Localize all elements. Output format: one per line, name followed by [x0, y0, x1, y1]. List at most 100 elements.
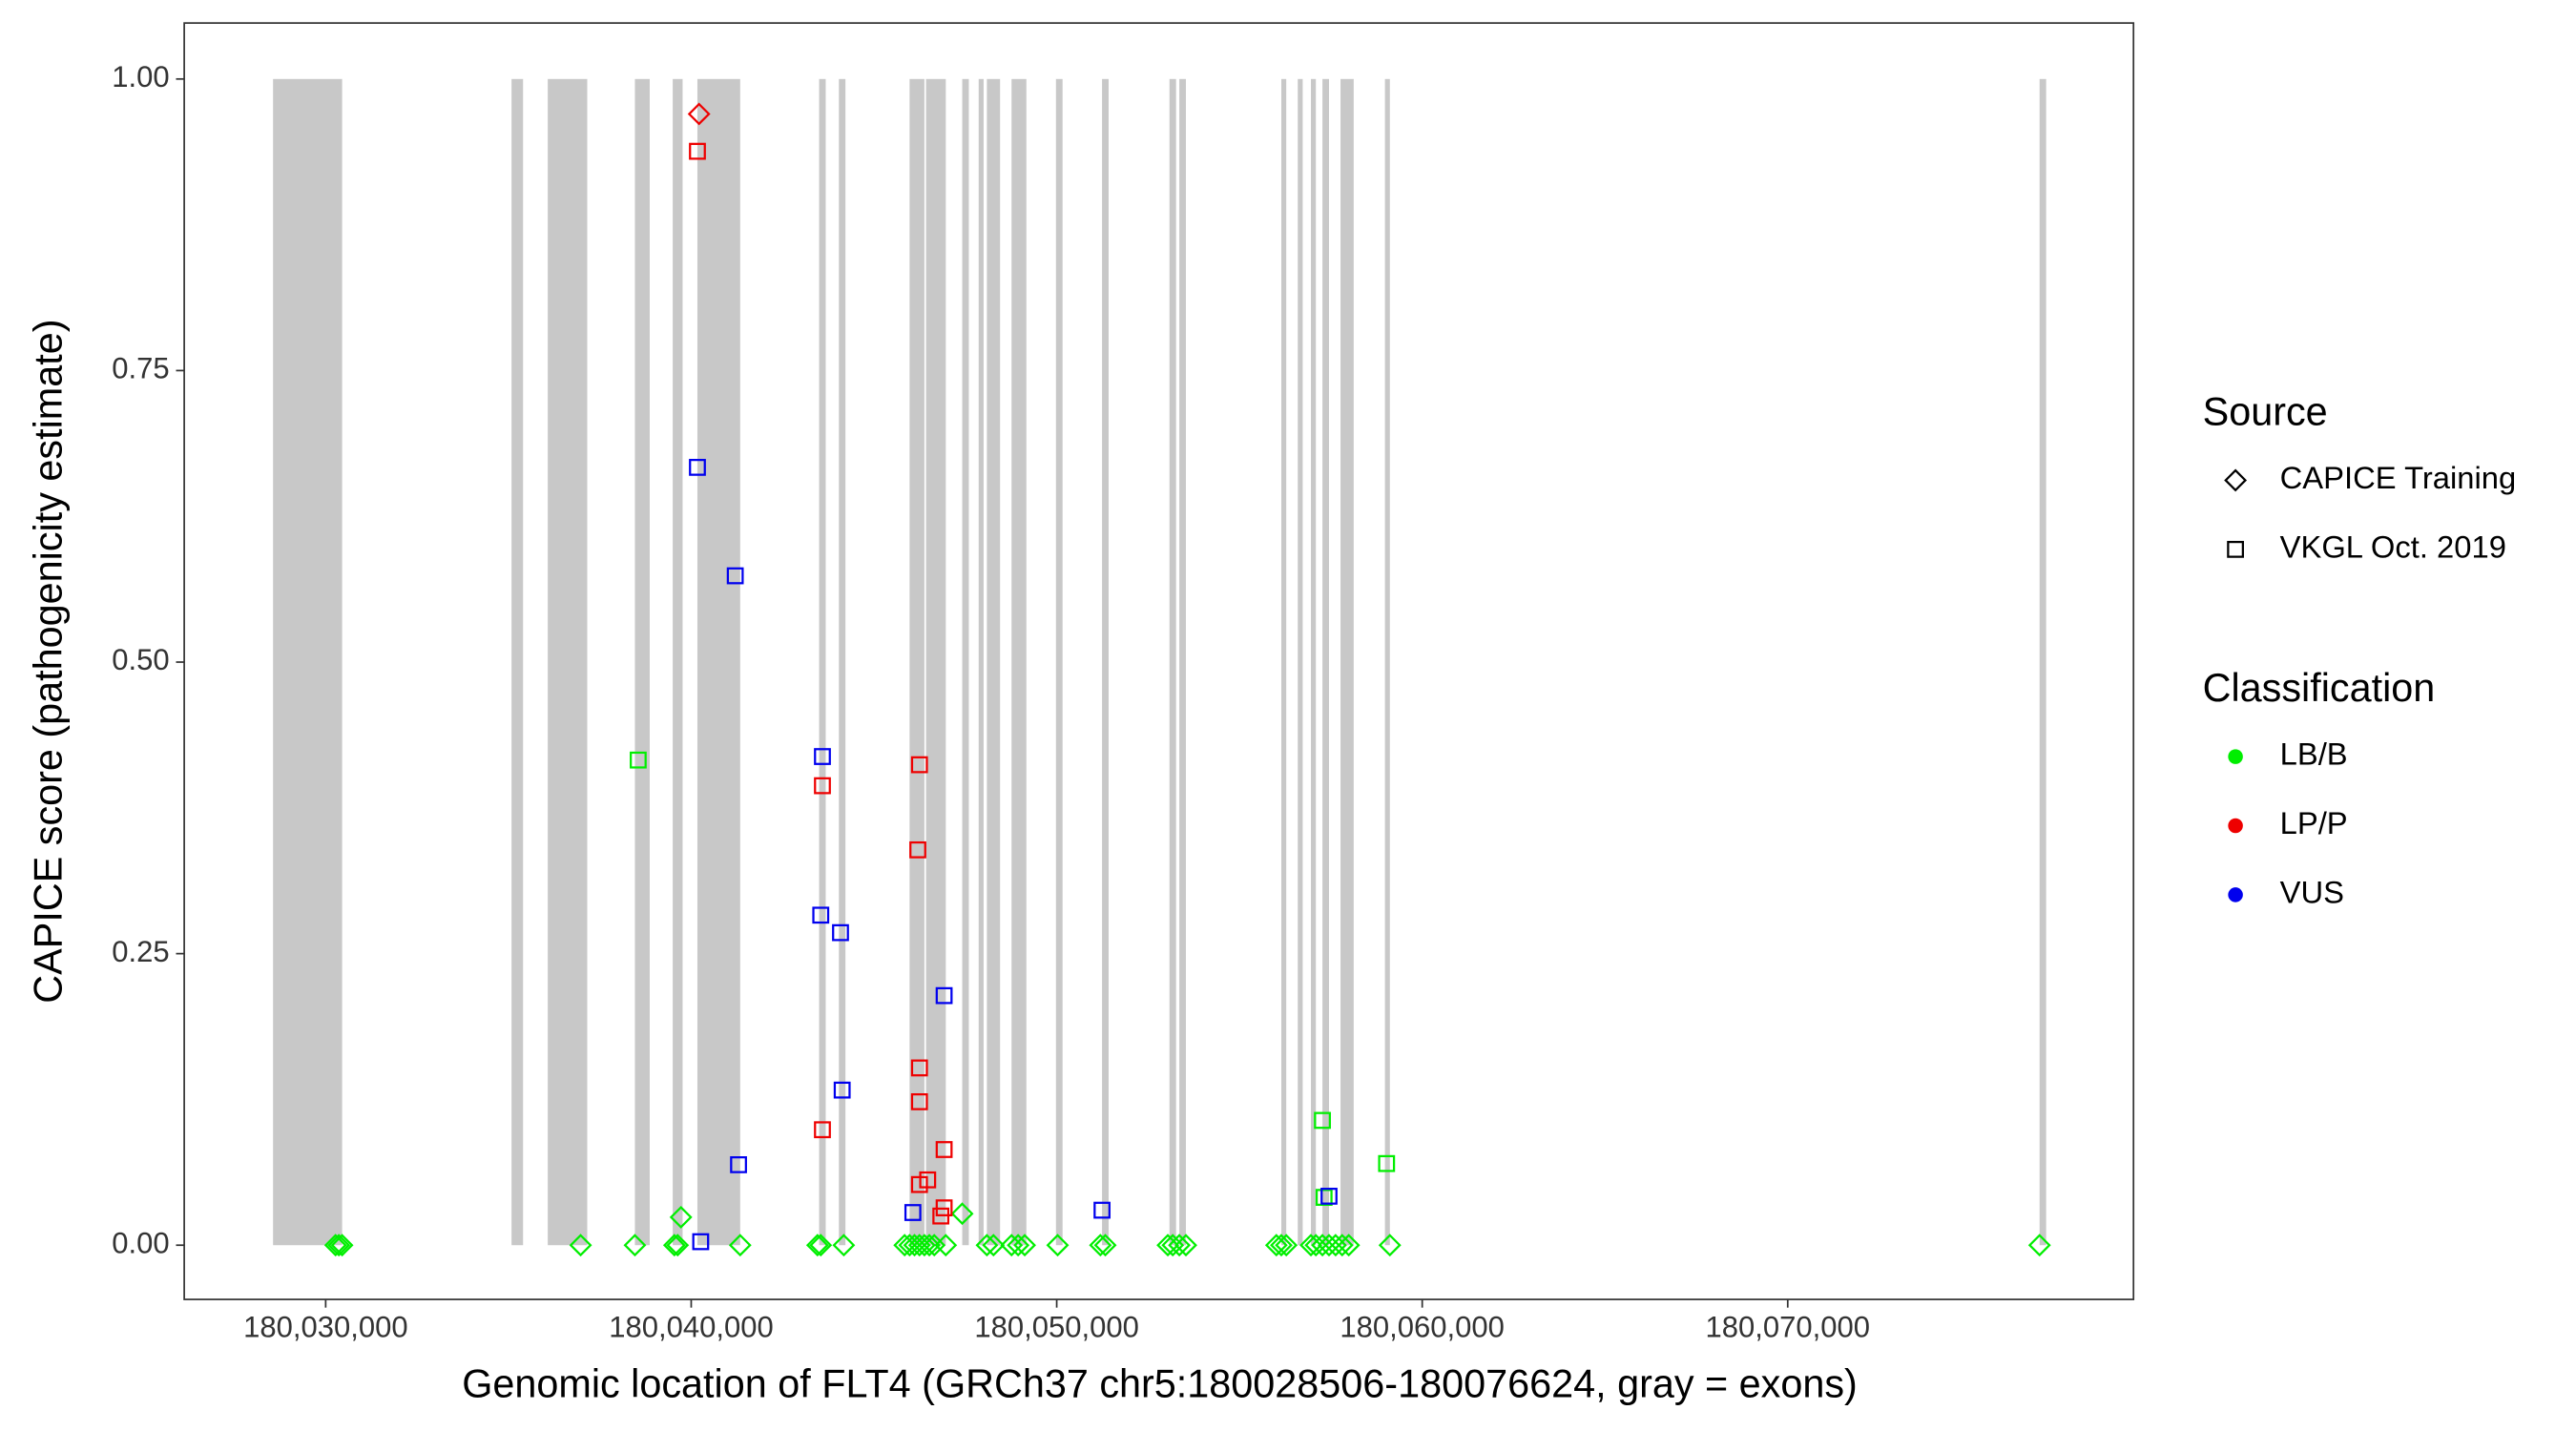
square-marker — [1378, 1154, 1396, 1172]
square-marker — [730, 1156, 747, 1173]
diamond-marker — [1270, 1234, 1293, 1257]
x-tick-label: 180,050,000 — [974, 1310, 1138, 1343]
x-axis-label: Genomic location of FLT4 (GRCh37 chr5:18… — [462, 1361, 1858, 1405]
square-marker — [904, 1204, 922, 1221]
exon — [909, 78, 924, 1246]
square-marker — [692, 1233, 710, 1251]
dot-marker — [2228, 818, 2243, 834]
diamond-marker — [1264, 1234, 1288, 1257]
square-marker — [689, 458, 706, 476]
series — [630, 751, 1396, 1206]
exon — [1280, 78, 1287, 1246]
legend-label: VKGL Oct. 2019 — [2280, 529, 2506, 565]
exon — [273, 78, 343, 1246]
exon — [1169, 78, 1176, 1246]
exon — [511, 78, 524, 1246]
legend-title: Source — [2203, 389, 2328, 433]
legend-label: VUS — [2280, 875, 2344, 910]
square-marker — [919, 1171, 937, 1189]
series — [323, 1202, 2051, 1257]
diamond-marker — [669, 1205, 693, 1229]
diamond-marker — [1013, 1234, 1036, 1257]
x-tick-label: 180,040,000 — [609, 1310, 773, 1343]
diamond-marker — [975, 1234, 999, 1257]
diamond-marker — [2224, 468, 2248, 492]
diamond-marker — [805, 1234, 829, 1257]
diamond-marker — [666, 1234, 690, 1257]
square-marker — [1314, 1111, 1331, 1130]
legend-label: LB/B — [2280, 736, 2348, 772]
square-marker — [910, 1059, 928, 1077]
exon — [1102, 78, 1109, 1246]
exon — [839, 78, 846, 1246]
diamond-marker — [809, 1234, 833, 1257]
square-marker — [814, 777, 831, 795]
square-marker — [2227, 540, 2244, 558]
y-tick-label: 0.25 — [112, 935, 169, 968]
square-marker — [910, 1092, 928, 1110]
exon — [1055, 78, 1063, 1246]
diamond-marker — [893, 1234, 917, 1257]
series — [689, 458, 1338, 1251]
diamond-marker — [1275, 1234, 1298, 1257]
exon — [548, 78, 588, 1246]
square-marker — [1093, 1201, 1111, 1219]
diamond-marker — [728, 1234, 752, 1257]
exon — [978, 78, 984, 1246]
diamond-marker — [898, 1234, 922, 1257]
exon — [1340, 78, 1354, 1246]
diamond-marker — [2027, 1234, 2051, 1257]
square-marker — [910, 756, 928, 774]
square-marker — [833, 1081, 851, 1099]
diamond-marker — [330, 1234, 354, 1257]
diamond-marker — [1378, 1234, 1402, 1257]
legend-title: Classification — [2203, 666, 2436, 710]
exon — [1011, 78, 1027, 1246]
square-marker — [1320, 1188, 1338, 1205]
exon — [962, 78, 969, 1246]
diamond-marker — [1337, 1234, 1361, 1257]
exon — [1179, 78, 1187, 1246]
x-tick-label: 180,030,000 — [243, 1310, 407, 1343]
square-marker — [726, 567, 744, 585]
legend-label: CAPICE Training — [2280, 460, 2517, 495]
exon — [987, 78, 1001, 1246]
y-tick-label: 1.00 — [112, 60, 169, 93]
square-marker — [1315, 1189, 1333, 1206]
diamond-marker — [982, 1234, 1006, 1257]
legend-label: LP/P — [2280, 805, 2348, 840]
exon — [1322, 78, 1329, 1246]
exon — [696, 78, 740, 1246]
diamond-marker — [1168, 1234, 1192, 1257]
diamond-marker — [934, 1234, 958, 1257]
diamond-marker — [903, 1234, 926, 1257]
exon — [1311, 78, 1317, 1246]
diamond-marker — [1089, 1234, 1112, 1257]
exon — [925, 78, 946, 1246]
square-marker — [932, 1207, 950, 1225]
diamond-marker — [1299, 1234, 1322, 1257]
diamond-marker — [1330, 1234, 1354, 1257]
series — [689, 142, 953, 1225]
diamond-marker — [832, 1234, 856, 1257]
exon — [1298, 78, 1303, 1246]
square-marker — [814, 748, 831, 765]
exon — [819, 78, 826, 1246]
square-marker — [909, 840, 926, 859]
plot-border — [183, 22, 2135, 1300]
y-tick-label: 0.75 — [112, 352, 169, 385]
square-marker — [630, 751, 647, 769]
diamond-marker — [687, 102, 711, 126]
y-tick-label: 0.50 — [112, 643, 169, 676]
square-marker — [935, 1141, 953, 1158]
diamond-marker — [918, 1234, 941, 1257]
square-marker — [814, 1121, 831, 1139]
dot-marker — [2228, 749, 2243, 764]
y-axis-label: CAPICE score (pathogenicity estimate) — [26, 320, 70, 1004]
diamond-marker — [907, 1234, 931, 1257]
diamond-marker — [1156, 1234, 1179, 1257]
exon — [673, 78, 683, 1246]
square-marker — [689, 142, 706, 160]
diamond-marker — [323, 1234, 347, 1257]
diamond-marker — [1093, 1234, 1117, 1257]
